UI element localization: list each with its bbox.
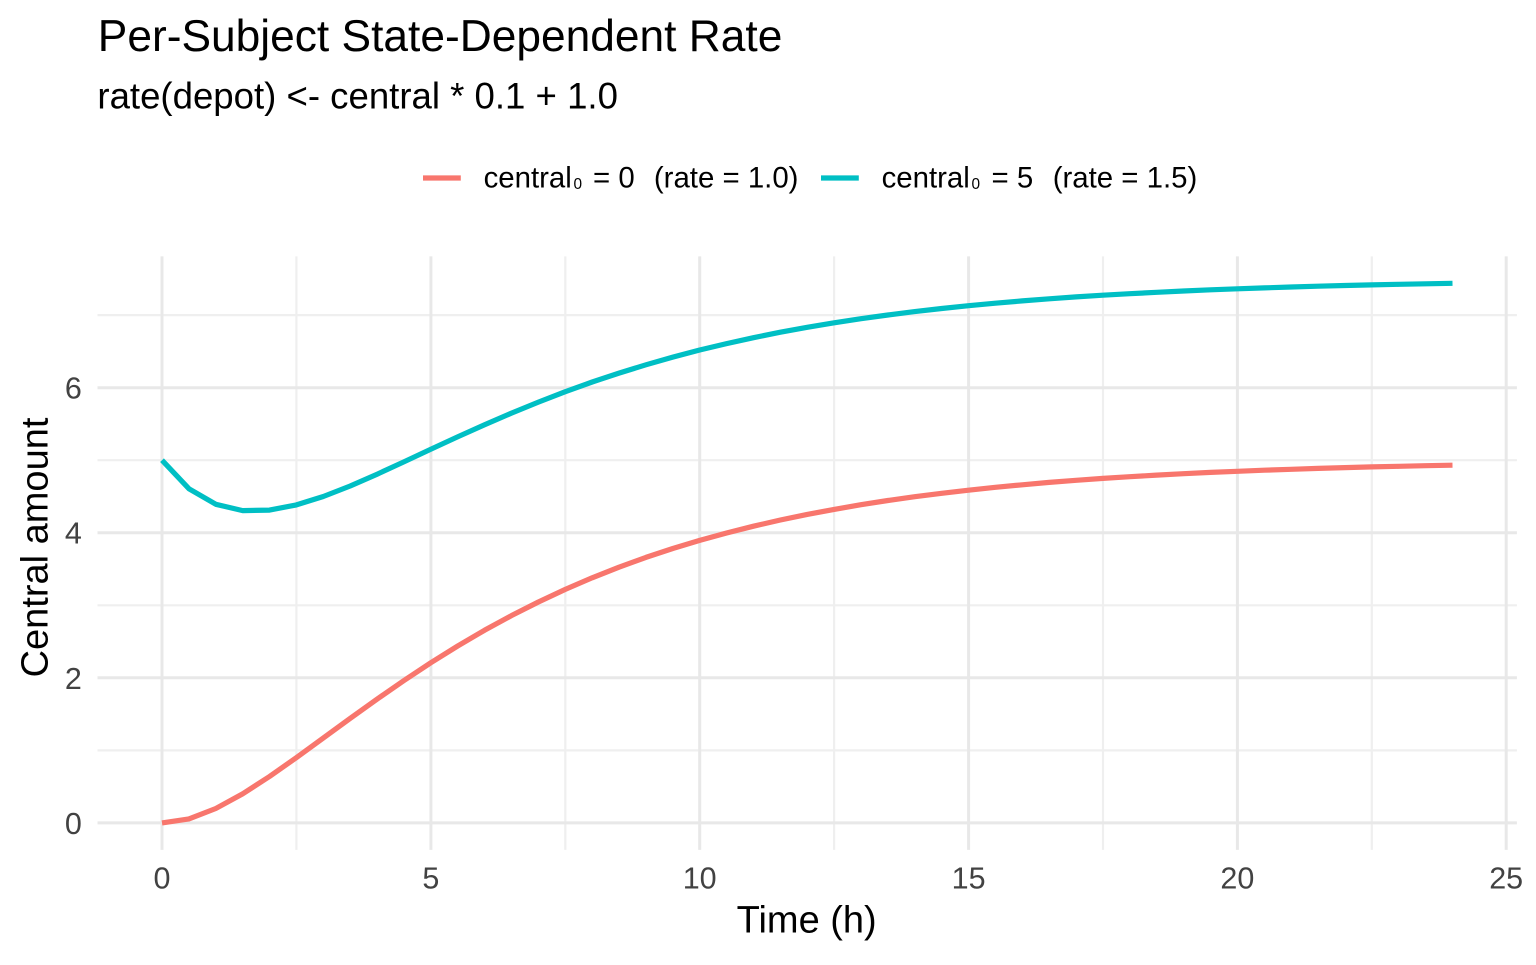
svg-text:Central amount: Central amount (15, 417, 57, 677)
svg-text:rate(depot) <- central * 0.1 +: rate(depot) <- central * 0.1 + 1.0 (97, 75, 618, 116)
svg-text:15: 15 (952, 862, 986, 896)
svg-text:0: 0 (65, 807, 82, 841)
svg-text:Time (h): Time (h) (737, 899, 877, 941)
svg-text:5: 5 (422, 862, 439, 896)
svg-text:4: 4 (65, 517, 82, 551)
svg-text:10: 10 (683, 862, 717, 896)
svg-text:20: 20 (1220, 862, 1254, 896)
svg-text:6: 6 (65, 372, 82, 406)
svg-text:0: 0 (154, 862, 171, 896)
svg-text:Per-Subject State-Dependent Ra: Per-Subject State-Dependent Rate (98, 12, 783, 61)
svg-text:25: 25 (1489, 862, 1523, 896)
svg-text:2: 2 (65, 662, 82, 696)
